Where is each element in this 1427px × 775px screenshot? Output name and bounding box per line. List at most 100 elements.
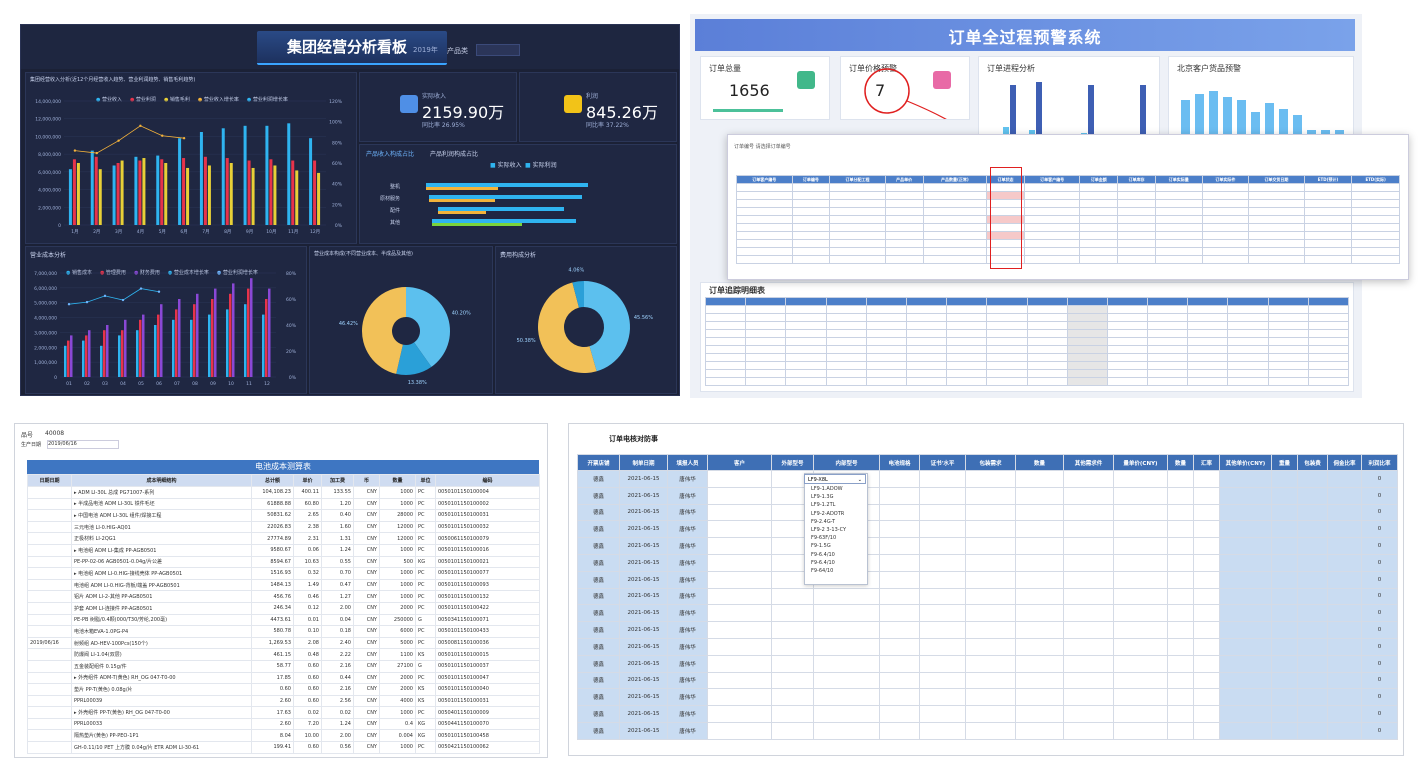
table-row[interactable]: 德鑫 2021-06-15 唐伟华 0 [577,570,1398,589]
table-cell[interactable] [1327,537,1362,555]
table-cell[interactable] [1193,503,1220,522]
dropdown-option[interactable]: F9-64/10 [811,567,834,574]
table-row[interactable]: 德鑫 2021-06-15 唐伟华 0 [577,537,1398,555]
table-cell[interactable] [1271,671,1298,690]
table-cell[interactable] [1167,520,1194,539]
table-cell[interactable]: 2021-06-15 [619,520,668,539]
column-header[interactable]: ETD(实际) [1351,175,1400,184]
table-cell[interactable] [965,688,1016,707]
table-row[interactable]: 德鑫 2021-06-15 唐伟华 0 [577,470,1398,488]
table-cell[interactable] [1193,470,1220,488]
table-cell[interactable] [965,486,1016,505]
table-cell[interactable] [1167,621,1194,639]
table-cell[interactable] [1219,470,1272,488]
table-cell[interactable] [879,621,920,639]
table-cell[interactable] [919,604,966,623]
table-cell[interactable]: 0 [1361,470,1398,488]
table-cell[interactable]: 0 [1361,537,1398,555]
column-header[interactable]: 数量 [1167,454,1194,471]
table-row[interactable]: 德鑫 2021-06-15 唐伟华 0 [577,688,1398,707]
table-row[interactable]: ▸ 电池组 ADM LI-0.HIG-接线壳体 PP-AGB0501 1516.9… [27,567,540,580]
table-cell[interactable] [1193,570,1220,589]
table-cell[interactable]: 0 [1361,637,1398,656]
table-cell[interactable] [919,688,966,707]
table-cell[interactable] [1015,470,1064,488]
table-cell[interactable] [1297,520,1328,539]
column-header[interactable]: 利润比率 [1361,454,1398,471]
table-cell[interactable]: 0 [1361,553,1398,572]
table-row[interactable]: 德鑫 2021-06-15 唐伟华 0 [577,637,1398,656]
table-cell[interactable] [919,537,966,555]
column-header[interactable] [1267,297,1309,306]
column-header[interactable]: 重量 [1271,454,1298,471]
table-cell[interactable] [1219,671,1272,690]
table-cell[interactable]: 0 [1361,621,1398,639]
table-cell[interactable] [1297,570,1328,589]
table-cell[interactable] [1167,470,1194,488]
table-cell[interactable] [1297,587,1328,606]
table-cell[interactable] [1015,486,1064,505]
table-cell[interactable] [771,705,814,723]
table-cell[interactable] [1193,654,1220,673]
table-cell[interactable] [1271,587,1298,606]
table-row[interactable]: 2019/06/16 射频组 AD-HEV-100Pcs(150个) 1,269.… [27,636,540,650]
table-cell[interactable]: 德鑫 [577,537,620,555]
table-cell[interactable] [1063,537,1114,555]
table-cell[interactable] [1015,721,1064,740]
table-cell[interactable] [1113,637,1168,656]
table-cell[interactable] [1015,553,1064,572]
table-cell[interactable] [707,587,772,606]
table-cell[interactable] [965,537,1016,555]
table-cell[interactable] [707,721,772,740]
table-cell[interactable]: 德鑫 [577,604,620,623]
table-cell[interactable] [707,654,772,673]
table-row[interactable]: ▸ 半成品电池 ADM LI-30L 铁件毛坯 61888.88 60.80 1.20… [27,497,540,511]
column-header[interactable]: 订单库存 [1117,175,1156,184]
table-cell[interactable] [1063,553,1114,572]
table-row[interactable]: 德鑫 2021-06-15 唐伟华 0 [577,520,1398,539]
column-header[interactable]: 数量 [1015,454,1064,471]
table-cell[interactable] [1219,553,1272,572]
table-row[interactable]: 铝片 ADM LI-2-其他 PP-AGB0501 456.76 0.46 1.27 C… [27,590,540,603]
column-header[interactable] [946,297,988,306]
column-header[interactable]: 数量 [379,474,416,487]
table-cell[interactable]: 德鑫 [577,570,620,589]
table-cell[interactable] [707,688,772,707]
table-cell[interactable] [965,470,1016,488]
table-cell[interactable] [1219,537,1272,555]
table-cell[interactable] [919,587,966,606]
table-cell[interactable] [1063,654,1114,673]
table-row[interactable] [736,247,1400,256]
dropdown-option[interactable]: LF9-1.2TL [811,502,836,509]
column-header[interactable]: 量单价(CNY) [1113,454,1168,471]
table-cell[interactable] [1271,537,1298,555]
table-cell[interactable] [1193,705,1220,723]
table-cell[interactable] [1193,520,1220,539]
table-row[interactable]: ▸ 外壳组件 ADM-T(黄色) RH_OG 047-T0-00 17.85 0.6… [27,671,540,685]
product-filter-select[interactable] [476,44,520,56]
table-cell[interactable] [1015,503,1064,522]
table-row[interactable]: 德鑫 2021-06-15 唐伟华 0 [577,705,1398,723]
table-cell[interactable] [1297,470,1328,488]
table-cell[interactable] [1327,654,1362,673]
table-cell[interactable] [1063,637,1114,656]
table-cell[interactable]: 德鑫 [577,688,620,707]
table-row[interactable]: GH-0.11/10 PET 上方膜 0.04g/片 ETR ADM LI-30… [27,741,540,754]
table-row[interactable]: ▸ 中国电池 ADM LI-30L 组件/焊接工程 50831.62 2.65 0.4… [27,509,540,522]
table-cell[interactable] [919,470,966,488]
table-cell[interactable] [1219,587,1272,606]
table-cell[interactable]: 德鑫 [577,503,620,522]
table-cell[interactable]: 唐伟华 [667,721,708,740]
column-header[interactable]: 订单交货日期 [1248,175,1305,184]
table-row[interactable] [736,223,1400,232]
table-cell[interactable] [1219,705,1272,723]
table-cell[interactable]: 唐伟华 [667,637,708,656]
table-cell[interactable]: 唐伟华 [667,688,708,707]
table-cell[interactable]: 唐伟华 [667,587,708,606]
table-cell[interactable]: 2021-06-15 [619,553,668,572]
table-cell[interactable] [879,503,920,522]
table-cell[interactable]: 2021-06-15 [619,604,668,623]
table-cell[interactable]: 2021-06-15 [619,671,668,690]
table-row[interactable]: PE-PP-02-06 AGB0501-0.04g/片公差 8594.67 10.6… [27,555,540,569]
column-header[interactable]: 包装费 [1297,454,1328,471]
